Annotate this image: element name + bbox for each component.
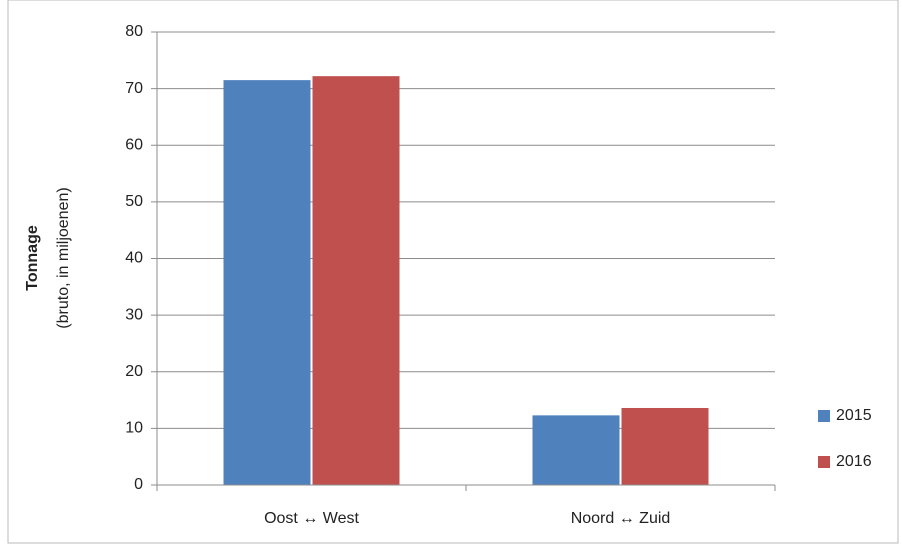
legend-swatch: [818, 410, 830, 422]
y-tick-label: 60: [125, 136, 143, 153]
y-tick-label: 20: [125, 363, 143, 380]
bar: [223, 80, 311, 485]
bar: [532, 415, 620, 485]
y-tick-label: 80: [125, 23, 143, 40]
y-tick-label: 50: [125, 193, 143, 210]
legend-label: 2016: [836, 453, 872, 470]
y-tick-label: 30: [125, 306, 143, 323]
bar: [621, 407, 709, 485]
y-tick-label: 40: [125, 250, 143, 267]
y-tick-label: 70: [125, 80, 143, 97]
x-tick-label: Oost ↔ West: [264, 510, 359, 527]
y-axis-subtitle: (bruto, in miljoenen): [55, 187, 72, 328]
chart-frame: [7, 0, 899, 544]
x-tick-label: Noord ↔ Zuid: [571, 510, 671, 527]
legend-swatch: [818, 456, 830, 468]
y-tick-label: 0: [134, 476, 143, 493]
legend-label: 2015: [836, 407, 872, 424]
y-tick-label: 10: [125, 420, 143, 437]
y-axis-title: Tonnage: [24, 225, 41, 291]
bar: [312, 76, 400, 485]
